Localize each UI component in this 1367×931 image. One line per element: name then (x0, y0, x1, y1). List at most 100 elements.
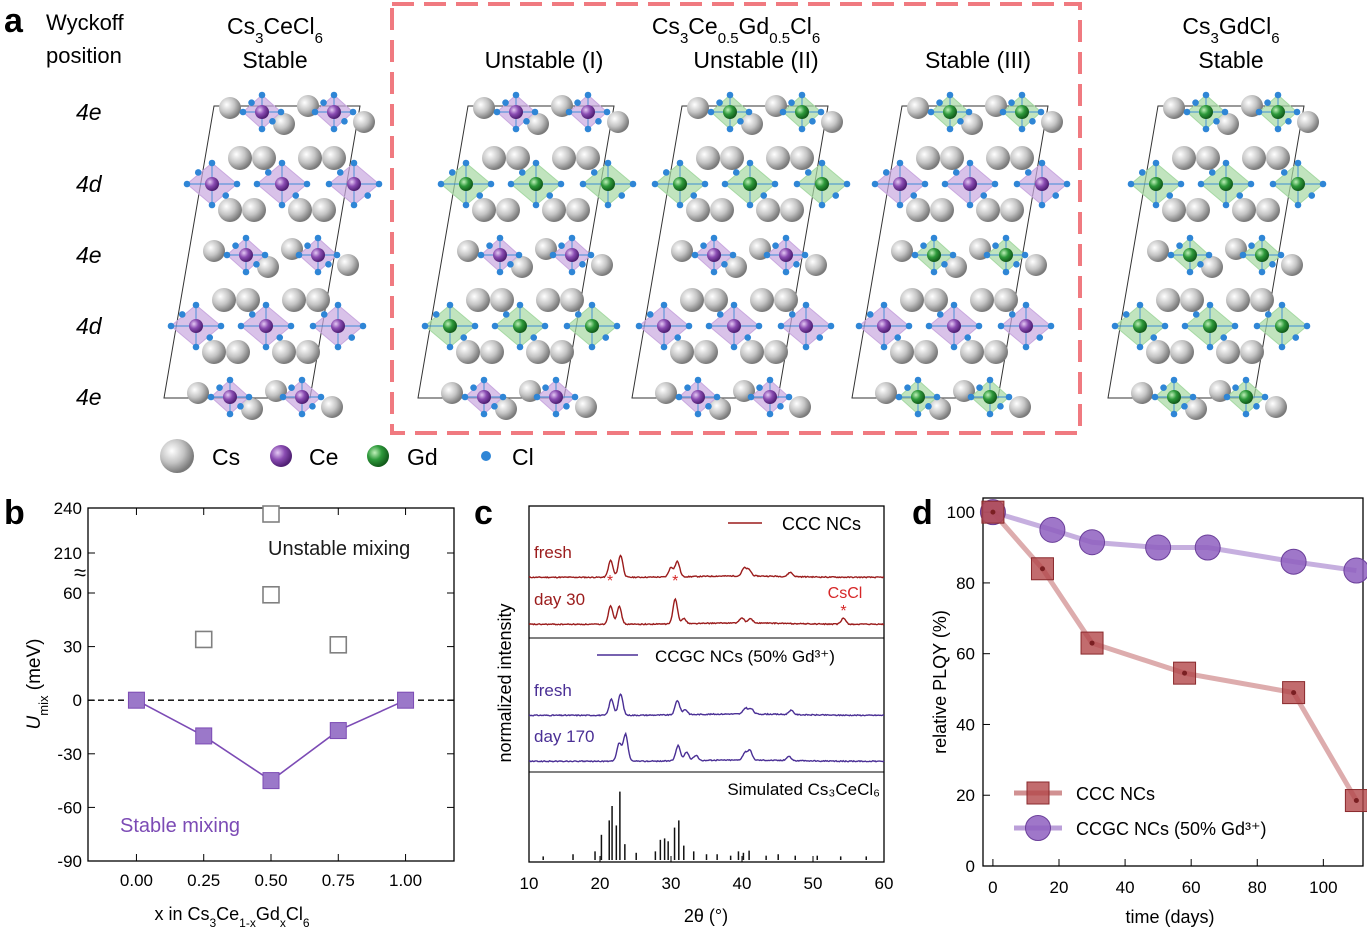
cl-atom (1222, 201, 1230, 209)
ce-atom (727, 319, 741, 333)
b-x-tick-label: 0.00 (120, 871, 153, 890)
cl-atom (350, 159, 358, 167)
cl-atom (552, 410, 560, 418)
cl-atom (925, 322, 933, 330)
cl-atom (462, 159, 470, 167)
cl-atom (276, 334, 284, 341)
cs-atom (725, 256, 747, 278)
c-ccgc-trace (528, 693, 885, 717)
cl-atom (1018, 91, 1026, 99)
cl-atom (986, 376, 994, 384)
wyckoff-header-line-1: Wyckoff (46, 10, 125, 35)
crystal-structures (163, 91, 1327, 420)
cl-atom (818, 159, 826, 167)
cl-atom (710, 234, 718, 242)
ce-atom (763, 390, 777, 404)
cl-atom (730, 301, 738, 309)
cl-atom (1264, 99, 1271, 106)
cs-atom (890, 340, 914, 364)
cl-atom (336, 169, 344, 176)
cl-atom (499, 393, 507, 401)
cl-atom (523, 118, 530, 125)
cs-atom (472, 198, 496, 222)
cl-atom (975, 322, 983, 330)
b-stable-point (397, 691, 415, 709)
gd-atom (513, 319, 527, 333)
cl-atom (309, 403, 316, 410)
cs-atom (506, 146, 530, 170)
cl-atom (1186, 268, 1194, 276)
d-x-tick-label: 40 (1116, 878, 1135, 897)
cl-atom (470, 384, 477, 391)
cl-atom (1285, 118, 1292, 125)
cs-atom (1240, 340, 1264, 364)
cs-atom (1186, 198, 1210, 222)
cl-atom (904, 384, 911, 391)
c-x-tick-label: 30 (662, 874, 681, 893)
gd-atom (459, 177, 473, 191)
cl-atom (1047, 322, 1055, 330)
cl-atom (1152, 201, 1160, 209)
cs-atom (252, 146, 276, 170)
cl-atom (777, 403, 784, 410)
cl-atom (1308, 192, 1316, 199)
wyckoff-site-label: 4e (76, 99, 102, 125)
cl-atom (253, 180, 261, 188)
cs-atom (482, 146, 506, 170)
panel-c-frame (528, 505, 885, 863)
gd-atom (815, 177, 829, 191)
b-y-tick-label: 240 (54, 499, 82, 518)
cs-atom (709, 398, 731, 420)
cl-atom (675, 393, 683, 401)
cl-atom (782, 234, 790, 242)
ce-atom (331, 319, 345, 333)
cs-atom (282, 288, 306, 312)
b-stable-point (262, 772, 280, 790)
cl-atom (460, 334, 468, 341)
cs-atom (720, 146, 744, 170)
wyckoff-site-label: 4e (76, 242, 102, 268)
cs-atom (1009, 396, 1031, 418)
cl-atom (1170, 376, 1178, 384)
cl-atom (330, 91, 338, 99)
cs-atom (228, 146, 252, 170)
cl-atom (676, 159, 684, 167)
d-y-tick-label: 40 (956, 715, 975, 734)
cl-atom (705, 403, 712, 410)
cl-atom (541, 322, 549, 330)
cl-atom (217, 322, 225, 330)
ce-atom (223, 390, 237, 404)
cl-atom (613, 322, 621, 330)
cl-atom (588, 343, 596, 351)
cl-atom (816, 334, 824, 341)
cs-atom (970, 288, 994, 312)
cs-atom (774, 288, 798, 312)
c-ccc-trace (528, 554, 885, 579)
gd-atom (795, 105, 809, 119)
cl-atom (793, 180, 801, 188)
gd-atom (1271, 105, 1285, 119)
gd-atom (601, 177, 615, 191)
cl-atom (364, 192, 372, 199)
header-cgc-formula: Cs3GdCl6 (1182, 13, 1279, 47)
cl-atom (496, 234, 504, 242)
cl-atom (896, 159, 904, 167)
cl-atom (1138, 169, 1146, 176)
d-y-tick-label: 20 (956, 786, 975, 805)
cl-atom (1192, 311, 1200, 318)
cl-atom (771, 180, 779, 188)
atom-legend: Cs Ce Gd Cl (160, 439, 534, 473)
cl-atom (1167, 251, 1175, 259)
cs-atom (914, 340, 938, 364)
cs-atom (686, 198, 710, 222)
cl-atom (480, 410, 488, 418)
wyckoff-site-label: 4d (76, 313, 103, 339)
cl-atom (1166, 192, 1174, 199)
b-y-tick-label: 60 (63, 584, 82, 603)
cs-atom (576, 146, 600, 170)
cs-atom (607, 111, 629, 133)
cl-atom (1269, 180, 1277, 188)
gd-atom (1149, 177, 1163, 191)
cl-atom (311, 108, 319, 116)
